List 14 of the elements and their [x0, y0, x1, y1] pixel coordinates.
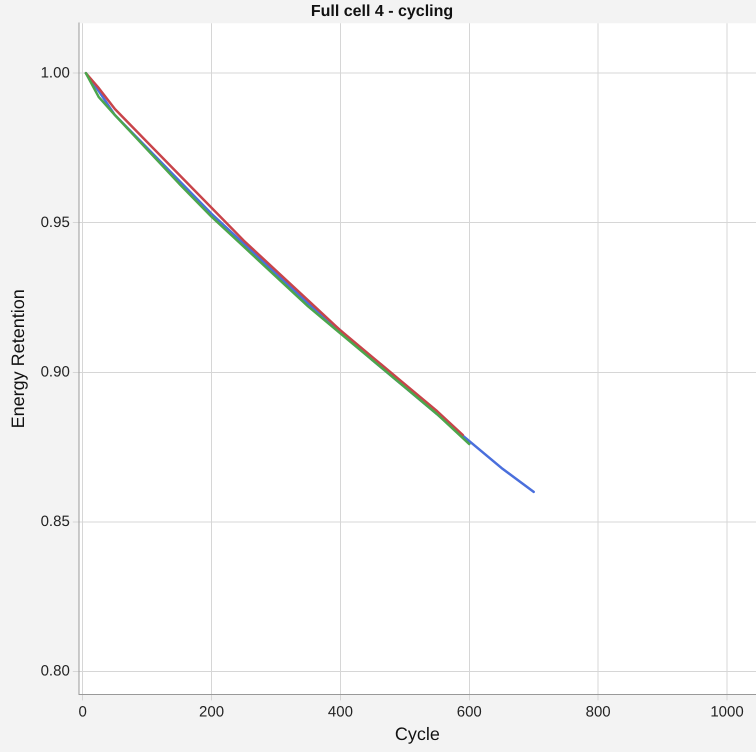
x-tick-label: 600: [456, 704, 482, 721]
x-tick-label: 400: [328, 704, 353, 721]
y-tick-label: 1.00: [40, 64, 70, 82]
y-tick-label: 0.95: [40, 214, 70, 231]
x-axis-title: Cycle: [394, 724, 440, 744]
y-tick-label: 0.80: [40, 662, 70, 680]
y-tick-label: 0.85: [40, 512, 70, 530]
y-axis-title: Energy Retention: [8, 289, 28, 428]
chart-title: Full cell 4 - cycling: [310, 3, 454, 20]
x-tick-label: 1000: [710, 704, 744, 721]
y-tick-label: 0.90: [40, 363, 70, 380]
x-tick-label: 200: [199, 704, 224, 721]
x-tick-label: 800: [586, 704, 611, 721]
x-tick-label: 0: [78, 704, 87, 721]
